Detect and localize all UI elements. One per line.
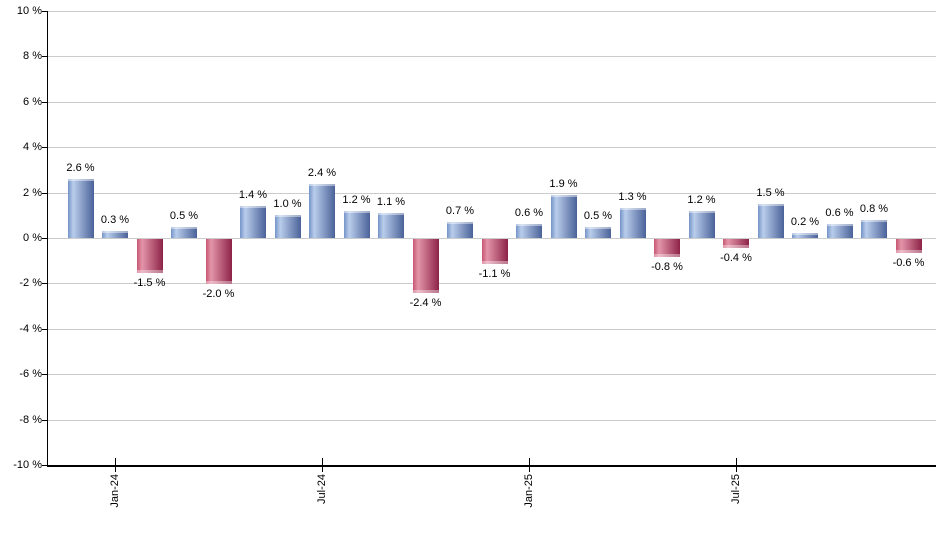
bar-value-label: -2.0 % — [202, 288, 235, 300]
bar-mar-25 — [585, 227, 611, 238]
bar-value-label: 0.7 % — [445, 205, 475, 217]
bar-value-label: 2.6 % — [66, 162, 95, 174]
bar-value-label: 0.6 % — [514, 207, 544, 219]
y-axis-tick — [42, 193, 47, 194]
bar-value-label: 1.2 % — [687, 194, 716, 206]
bar-nov-25 — [861, 220, 887, 238]
y-axis-tick — [42, 374, 47, 375]
y-axis-label: -6 % — [19, 368, 42, 380]
x-axis-label: Jul-25 — [730, 474, 742, 504]
y-axis-tick — [42, 329, 47, 330]
bar-jan-25 — [516, 224, 542, 238]
y-axis-tick — [42, 102, 47, 103]
bar-mar-24 — [171, 227, 197, 238]
bar-value-label: 0.5 % — [583, 210, 613, 222]
bar-dec-23 — [67, 179, 94, 238]
bar-value-label: 0.2 % — [790, 216, 820, 228]
bar-aug-25 — [757, 204, 784, 238]
bar-value-label: 1.9 % — [549, 178, 578, 190]
y-axis-tick — [42, 465, 47, 466]
bar-value-label: 1.5 % — [756, 187, 785, 199]
y-axis-label: -8 % — [19, 414, 42, 426]
bar-value-label: 1.3 % — [618, 191, 647, 203]
bar-value-label: 2.4 % — [307, 167, 337, 179]
y-axis-tick — [42, 147, 47, 148]
gridline — [48, 374, 936, 375]
x-axis-label: Jul-24 — [316, 474, 328, 504]
y-axis-label: -2 % — [19, 277, 42, 289]
gridline — [48, 238, 936, 239]
gridline — [48, 329, 936, 330]
bar-feb-25 — [550, 195, 577, 238]
bar-sep-25 — [792, 233, 818, 238]
bar-nov-24 — [447, 222, 473, 238]
bar-value-label: 1.4 % — [238, 189, 268, 201]
bar-value-label: 1.2 % — [342, 194, 371, 206]
gridline — [48, 420, 936, 421]
x-axis-label: Jan-25 — [523, 474, 535, 508]
y-axis-tick — [42, 56, 47, 57]
gridline — [48, 147, 936, 148]
bar-value-label: 1.0 % — [273, 198, 302, 210]
bar-value-label: 0.8 % — [859, 203, 889, 215]
bar-may-24 — [240, 206, 266, 238]
x-axis-tick — [736, 458, 737, 472]
x-axis-label: Jan-24 — [109, 474, 121, 508]
y-axis-label: 2 % — [23, 187, 42, 199]
bar-value-label: -0.4 % — [720, 252, 752, 264]
bar-value-label: 0.6 % — [825, 207, 854, 219]
bar-value-label: -1.1 % — [478, 268, 511, 280]
x-axis-tick — [322, 458, 323, 472]
y-axis-label: -4 % — [19, 323, 42, 335]
gridline — [48, 56, 936, 57]
y-axis-label: 8 % — [23, 50, 42, 62]
bar-jun-25 — [688, 211, 715, 238]
gridline — [48, 102, 936, 103]
bar-value-label: 0.5 % — [169, 210, 199, 222]
bar-apr-25 — [619, 208, 646, 238]
bar-value-label: 0.3 % — [100, 214, 130, 226]
y-axis-label: 4 % — [23, 141, 42, 153]
y-axis-tick — [42, 238, 47, 239]
y-axis-tick — [42, 283, 47, 284]
bar-jun-24 — [274, 215, 301, 238]
gridline — [48, 283, 936, 284]
x-axis-tick — [115, 458, 116, 472]
y-axis-tick — [42, 11, 47, 12]
x-axis-line — [47, 465, 936, 467]
bar-jul-24 — [309, 184, 335, 238]
bar-oct-24 — [412, 239, 439, 293]
bar-jan-24 — [102, 231, 128, 238]
gridline — [48, 11, 936, 12]
bar-jul-25 — [723, 239, 749, 248]
bar-oct-25 — [826, 224, 853, 238]
gridline — [48, 193, 936, 194]
bar-value-label: -0.8 % — [651, 261, 683, 273]
bar-aug-24 — [343, 211, 370, 238]
bar-value-label: -1.5 % — [133, 277, 166, 289]
bar-dec-25 — [895, 239, 922, 253]
bar-value-label: 1.1 % — [376, 196, 406, 208]
bar-sep-24 — [378, 213, 404, 238]
y-axis-label: 0 % — [23, 232, 42, 244]
bar-apr-24 — [205, 239, 232, 284]
y-axis-label: 6 % — [23, 96, 42, 108]
y-axis-label: -10 % — [13, 459, 42, 471]
y-axis-label: 10 % — [16, 5, 42, 17]
bar-may-25 — [654, 239, 680, 257]
bar-feb-24 — [136, 239, 163, 273]
y-axis-line — [47, 11, 48, 467]
bar-dec-24 — [481, 239, 508, 264]
bar-value-label: -2.4 % — [409, 297, 442, 309]
y-axis-tick — [42, 420, 47, 421]
x-axis-tick — [529, 458, 530, 472]
bar-value-label: -0.6 % — [892, 257, 925, 269]
